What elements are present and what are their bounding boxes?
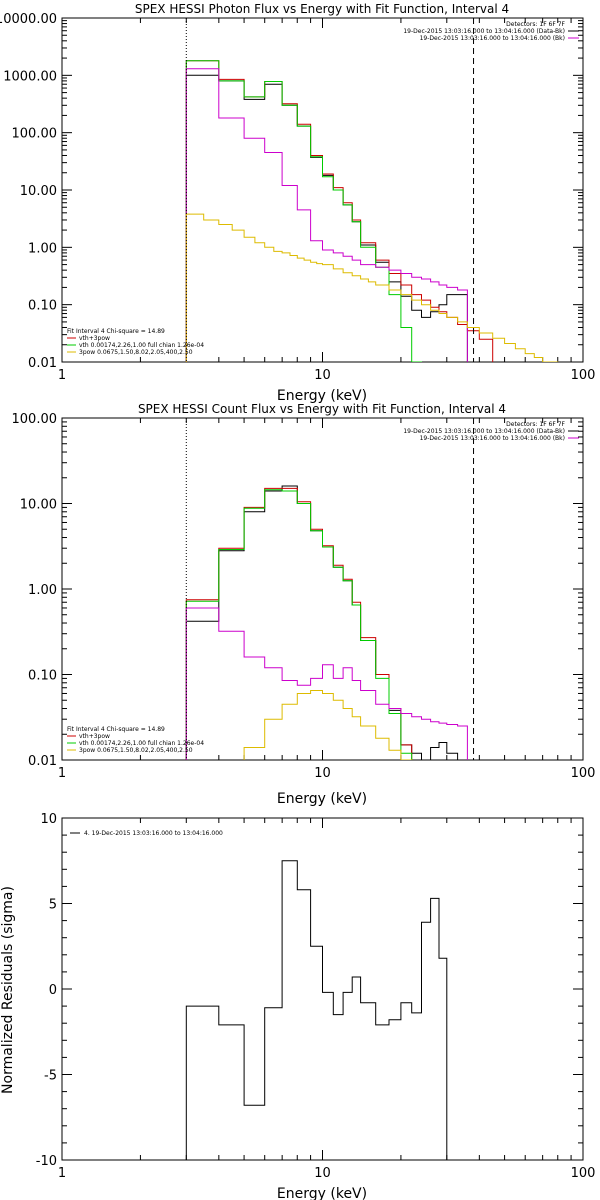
legend-bottom-text: 3pow 0.0675,1.50,8.02,2.05,400,2.50 — [79, 349, 193, 356]
y-tick-label: -5 — [44, 1069, 57, 1084]
plot-frame — [61, 17, 584, 363]
plot-frame — [61, 417, 584, 761]
series-3-line — [185, 68, 468, 362]
x-tick-label: 1 — [58, 766, 66, 781]
plot-frame — [61, 817, 584, 1161]
legend-top-text: 19-Dec-2015 13:03:16.000 to 13:04:16.000… — [420, 435, 565, 442]
count-flux-plot-area — [61, 417, 584, 761]
legend-top-text: 19-Dec-2015 13:03:16.000 to 13:04:16.000… — [420, 35, 565, 42]
series-0-line — [185, 74, 474, 362]
legend-top-text: Detectors: 1F 6F 7F — [506, 421, 565, 428]
x-tick-label: 10 — [314, 368, 331, 383]
residuals-xlabel: Energy (keV) — [277, 1186, 367, 1200]
photon-flux-panel: SPEX HESSI Photon Flux vs Energy with Fi… — [0, 2, 595, 404]
x-tick-label: 1 — [58, 1166, 66, 1181]
legend-bottom-text: 3pow 0.0675,1.50,8.02,2.05,400,2.50 — [79, 747, 193, 754]
residuals-plot-area — [61, 817, 584, 1161]
legend-bottom-text: Fit Interval 4 Chi-square = 14.89 — [67, 726, 165, 733]
legend-bottom-text: Fit Interval 4 Chi-square = 14.89 — [67, 328, 165, 335]
y-tick-label: 0 — [49, 983, 57, 998]
residuals-ylabel: Normalized Residuals (sigma) — [0, 886, 16, 1094]
legend-bottom-text: vth+3pow — [79, 733, 110, 740]
y-tick-label: 0.01 — [28, 754, 57, 769]
series-2-line — [185, 60, 422, 362]
legend-bottom-text: vth+3pow — [79, 335, 110, 342]
legend-bottom-text: vth 0.00174,2.26,1.00 full chian 1.26e-0… — [79, 740, 204, 747]
y-tick-label: 1.00 — [28, 583, 57, 598]
legend-top-text: 19-Dec-2015 13:03:16.000 to 13:04:16.000… — [403, 428, 565, 435]
residuals-ticks: 1 10 100 -10 -5 0 5 10 — [36, 812, 596, 1181]
y-tick-label: 10.00 — [20, 498, 57, 513]
residuals-panel: Energy (keV) Normalized Residuals (sigma… — [0, 812, 595, 1200]
legend-top-text: Detectors: 1F 6F 7F — [506, 21, 565, 28]
y-tick-label: 0.10 — [28, 299, 57, 314]
x-tick-label: 10 — [314, 1166, 331, 1181]
y-tick-label: 0.01 — [28, 356, 57, 371]
x-tick-label: 100 — [571, 1166, 596, 1181]
y-tick-label: 10.00 — [20, 184, 57, 199]
x-tick-label: 100 — [571, 368, 596, 383]
series-4-line — [243, 690, 413, 760]
y-tick-label: 0.10 — [28, 669, 57, 684]
residuals-legend: 4. 19-Dec-2015 13:03:16.000 to 13:04:16.… — [70, 830, 223, 837]
x-tick-label: 1 — [58, 368, 66, 383]
series-1-line — [185, 60, 494, 362]
series-4-line — [185, 213, 559, 362]
y-tick-label: 5 — [49, 898, 57, 913]
series-group — [185, 860, 448, 1160]
count-flux-ticks: 1 10 100 0.01 0.10 1.00 10.00 100.00 — [12, 412, 596, 781]
series-group — [185, 60, 559, 362]
y-tick-label: 1000.00 — [3, 69, 57, 84]
x-tick-label: 10 — [314, 766, 331, 781]
series-group — [185, 485, 468, 760]
count-flux-xlabel: Energy (keV) — [277, 791, 367, 807]
y-tick-label: 10000.00 — [0, 12, 57, 27]
series-0-line — [185, 860, 448, 1160]
photon-flux-xlabel: Energy (keV) — [277, 388, 367, 404]
photon-flux-ticks: 1 10 100 0.01 0.10 1.00 10.00 100.00 1000.00 1000… — [0, 12, 595, 383]
series-1-line — [185, 487, 413, 760]
x-tick-label: 100 — [571, 766, 596, 781]
photon-flux-plot-area — [61, 17, 584, 363]
y-tick-label: 10 — [40, 812, 57, 827]
legend-top-text: 19-Dec-2015 13:03:16.000 to 13:04:16.000… — [403, 28, 565, 35]
y-tick-label: 1.00 — [28, 241, 57, 256]
legend-bottom-text: vth 0.00174,2.26,1.00 full chian 1.26e-0… — [79, 342, 204, 349]
count-flux-panel: SPEX HESSI Count Flux vs Energy with Fit… — [12, 402, 596, 807]
y-tick-label: -10 — [36, 1154, 57, 1169]
series-2-line — [185, 489, 413, 760]
y-tick-label: 100.00 — [12, 127, 58, 142]
photon-flux-title: SPEX HESSI Photon Flux vs Energy with Fi… — [135, 2, 509, 16]
series-3-line — [185, 607, 468, 760]
count-flux-title: SPEX HESSI Count Flux vs Energy with Fit… — [138, 402, 506, 416]
series-0-line — [185, 485, 468, 760]
legend-top-text: 4. 19-Dec-2015 13:03:16.000 to 13:04:16.… — [84, 830, 223, 837]
y-tick-label: 100.00 — [12, 412, 58, 427]
